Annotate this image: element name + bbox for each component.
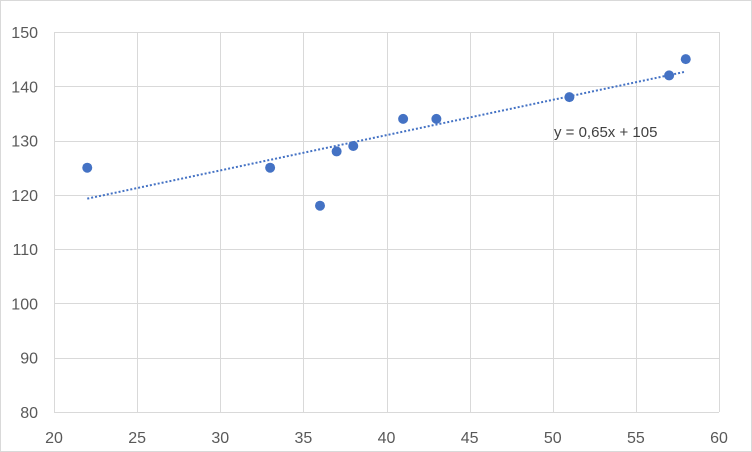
data-points — [82, 54, 691, 211]
x-tick-label: 40 — [378, 430, 396, 447]
data-point — [82, 162, 93, 173]
y-tick-label: 120 — [11, 188, 38, 205]
data-point — [564, 92, 575, 103]
data-point — [664, 70, 675, 81]
y-tick-label: 110 — [12, 242, 38, 259]
data-point — [348, 141, 359, 151]
x-tick-label: 20 — [45, 430, 63, 447]
y-tick-label: 150 — [11, 25, 38, 42]
gridlines — [54, 32, 720, 413]
data-point — [331, 146, 342, 157]
trendline-equation: y = 0,65x + 105 — [554, 124, 657, 141]
x-tick-label: 25 — [128, 430, 146, 447]
y-axis-ticks: 80 90 100 110 120 130 140 150 — [11, 25, 38, 422]
y-tick-label: 140 — [11, 79, 38, 96]
data-point — [680, 54, 691, 65]
y-tick-label: 130 — [11, 134, 38, 151]
data-point — [431, 113, 442, 124]
trendline — [87, 70, 686, 200]
x-tick-label: 30 — [211, 430, 229, 447]
x-tick-label: 35 — [294, 430, 312, 447]
y-tick-label: 90 — [20, 351, 38, 368]
x-tick-label: 55 — [627, 430, 645, 447]
data-point — [265, 162, 276, 173]
x-axis-ticks: 20 25 30 35 40 45 50 55 60 — [45, 430, 728, 447]
data-point — [398, 113, 409, 124]
y-tick-label: 80 — [20, 405, 38, 422]
x-tick-label: 45 — [461, 430, 479, 447]
data-point — [315, 200, 325, 211]
x-tick-label: 50 — [544, 430, 562, 447]
x-tick-label: 60 — [710, 430, 728, 447]
y-tick-label: 100 — [11, 296, 38, 313]
